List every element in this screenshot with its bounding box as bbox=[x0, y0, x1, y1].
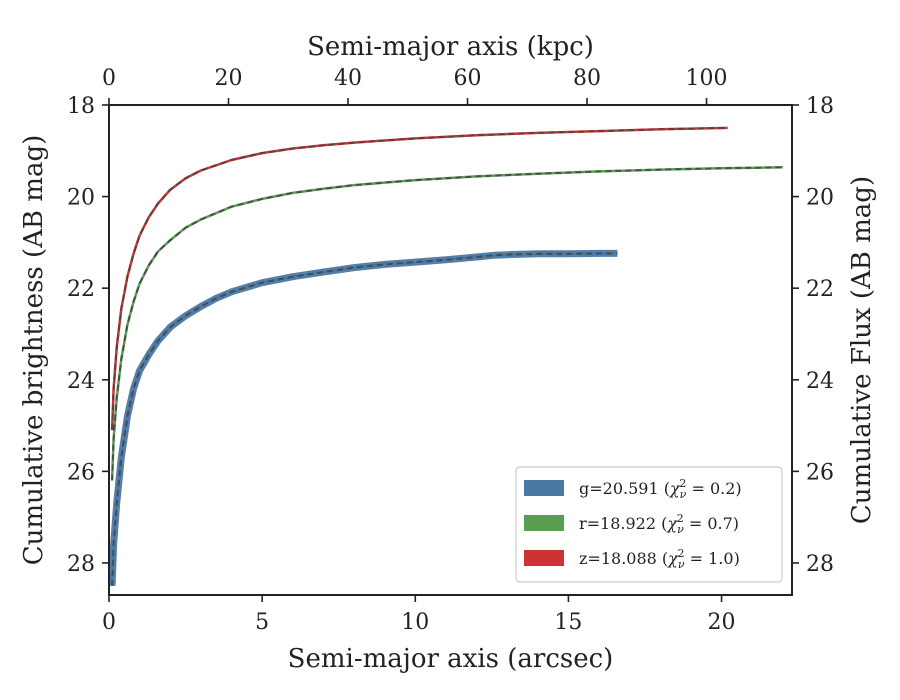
y-tick-label: 26 bbox=[67, 460, 95, 485]
top-x-tick-label: 0 bbox=[102, 66, 116, 91]
right-y-tick-label: 26 bbox=[806, 460, 834, 485]
right-y-tick-label: 18 bbox=[806, 94, 834, 119]
legend-label: r=18.922 (χν2 = 0.7) bbox=[579, 512, 739, 536]
top-x-tick-label: 40 bbox=[334, 66, 362, 91]
x-tick-label: 10 bbox=[401, 610, 429, 635]
top-x-tick-label: 20 bbox=[215, 66, 243, 91]
y-tick-label: 18 bbox=[67, 94, 95, 119]
x-axis-title: Semi-major axis (arcsec) bbox=[288, 644, 614, 674]
y-tick-label: 24 bbox=[67, 369, 95, 394]
series-0 bbox=[108, 249, 618, 586]
right-y-tick-label: 28 bbox=[806, 552, 834, 577]
axis-ticks: 0 5 10 15 20 0 20 40 60 80 100 18 18 20 20 22 22 24 24 26 26… bbox=[67, 66, 834, 635]
y-axis-title: Cumulative brightness (AB mag) bbox=[19, 135, 49, 566]
legend-swatch bbox=[524, 550, 564, 566]
y-tick-label: 28 bbox=[67, 552, 95, 577]
plot-area bbox=[108, 126, 783, 586]
right-y-axis-title: Cumulative Flux (AB mag) bbox=[847, 176, 877, 524]
x-tick-label: 0 bbox=[102, 610, 116, 635]
legend-label: z=18.088 (χν2 = 1.0) bbox=[579, 547, 740, 571]
right-y-tick-label: 20 bbox=[806, 186, 834, 211]
x-tick-label: 20 bbox=[708, 610, 736, 635]
series-1 bbox=[110, 166, 783, 481]
right-y-tick-label: 22 bbox=[806, 277, 834, 302]
right-y-tick-label: 24 bbox=[806, 369, 834, 394]
y-tick-label: 20 bbox=[67, 186, 95, 211]
y-tick-label: 22 bbox=[67, 277, 95, 302]
top-x-tick-label: 60 bbox=[454, 66, 482, 91]
legend-box bbox=[515, 466, 783, 583]
legend: g=20.591 (χν2 = 0.2) r=18.922 (χν2 = 0.7)… bbox=[515, 466, 783, 583]
legend-label: g=20.591 (χν2 = 0.2) bbox=[579, 477, 742, 501]
series-model-line bbox=[111, 166, 783, 481]
top-x-axis-title: Semi-major axis (kpc) bbox=[307, 32, 594, 62]
legend-swatch bbox=[524, 480, 564, 496]
plot-frame bbox=[108, 104, 793, 596]
series-model-line bbox=[111, 126, 728, 431]
series-2 bbox=[110, 126, 728, 431]
x-tick-label: 15 bbox=[554, 610, 582, 635]
legend-swatch bbox=[524, 515, 564, 531]
series-model-line bbox=[111, 252, 618, 586]
x-tick-label: 5 bbox=[255, 610, 269, 635]
top-x-tick-label: 100 bbox=[686, 66, 728, 91]
top-x-tick-label: 80 bbox=[573, 66, 601, 91]
